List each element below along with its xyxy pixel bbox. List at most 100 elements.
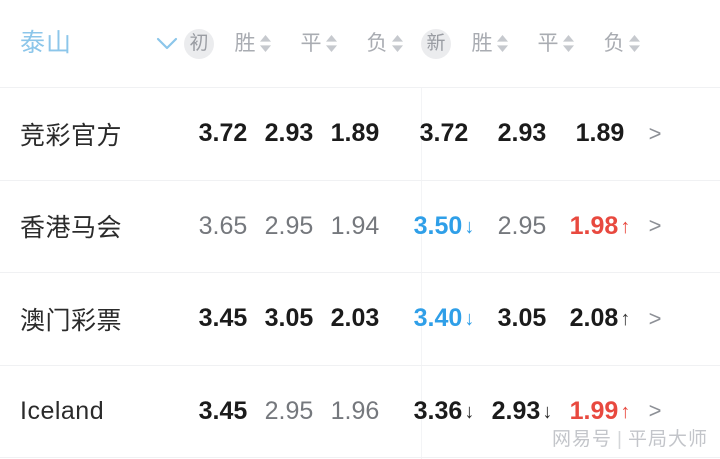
header-early-win[interactable]: 胜	[220, 33, 286, 54]
group-divider	[421, 88, 422, 459]
header-live-draw[interactable]: 平	[523, 33, 589, 54]
live-odd-lose[interactable]: 1.89	[561, 121, 639, 146]
table-row[interactable]: 香港马会 3.65 2.95 1.94 3.50 ↓ 2.95	[0, 181, 720, 273]
early-odd-win[interactable]: 3.45	[190, 306, 256, 331]
header-early-draw-label: 平	[300, 32, 322, 55]
chevron-down-icon[interactable]	[150, 37, 184, 51]
early-odd-draw[interactable]: 2.93	[256, 121, 322, 146]
live-odds-header-group: 新 胜 平	[421, 0, 720, 87]
table-row[interactable]: 澳门彩票 3.45 3.05 2.03 3.40 ↓ 3.05	[0, 273, 720, 366]
header-early-win-label: 胜	[234, 32, 256, 55]
odd-value: 2.03	[330, 304, 380, 333]
trend-icon: ↓	[464, 400, 475, 423]
odd-value: 3.36	[413, 396, 463, 425]
odd-value: 3.65	[198, 211, 248, 240]
early-odd-lose[interactable]: 1.94	[322, 211, 388, 240]
header-live-draw-label: 平	[537, 32, 559, 55]
odd-value: 2.08	[569, 304, 619, 333]
table-row[interactable]: 竞彩官方 3.72 2.93 1.89 3.72 2.93	[0, 88, 720, 181]
chevron-right-icon[interactable]: >	[648, 213, 662, 239]
odd-value: 1.98	[569, 211, 619, 240]
odd-value: 2.93	[497, 119, 547, 148]
team-filter[interactable]: 泰山	[0, 31, 150, 56]
live-odd-draw[interactable]: 3.05	[483, 306, 561, 331]
odd-value: 1.89	[575, 119, 625, 148]
header-live-win-label: 胜	[471, 32, 493, 55]
odd-value: 3.50	[413, 211, 463, 240]
trend-icon: ↑	[620, 308, 631, 331]
team-name-label: 泰山	[20, 29, 73, 57]
trend-icon: ↓	[464, 215, 475, 238]
header-live-lose-label: 负	[603, 32, 625, 55]
sort-icon[interactable]	[496, 34, 509, 53]
early-odd-win[interactable]: 3.45	[190, 396, 256, 425]
live-odd-win[interactable]: 3.40 ↓	[405, 306, 483, 331]
sort-icon[interactable]	[391, 34, 404, 53]
early-odds-group: 3.72 2.93 1.89	[190, 88, 387, 180]
early-odd-lose[interactable]: 2.03	[322, 306, 388, 331]
odd-value: 3.05	[264, 304, 314, 333]
odd-value: 1.89	[330, 119, 380, 148]
early-odd-win[interactable]: 3.72	[190, 121, 256, 146]
header-early-lose-label: 负	[366, 32, 388, 55]
live-odd-draw[interactable]: 2.93 ↓	[483, 396, 561, 425]
sort-icon[interactable]	[259, 34, 272, 53]
live-odds-group: 3.50 ↓ 2.95 1.98 ↑ >	[387, 181, 720, 273]
odd-value: 3.40	[413, 304, 463, 333]
live-odd-lose[interactable]: 1.99 ↑	[561, 396, 639, 425]
watermark-source: 网易号	[552, 429, 613, 450]
live-odds-group: 3.36 ↓ 2.93 ↓ 1.99 ↑ >	[387, 366, 720, 458]
sort-icon[interactable]	[562, 34, 575, 53]
early-odd-draw[interactable]: 2.95	[256, 211, 322, 240]
sort-icon[interactable]	[628, 34, 641, 53]
odd-value: 3.05	[497, 304, 547, 333]
watermark-separator: |	[617, 429, 623, 450]
odd-value: 2.93	[491, 396, 541, 425]
odd-value: 3.45	[198, 396, 248, 425]
bookmaker-name: 澳门彩票	[20, 306, 123, 335]
bookmaker-name: 竞彩官方	[20, 121, 123, 150]
watermark: 网易号 | 平局大师	[552, 424, 708, 451]
chevron-right-icon[interactable]: >	[648, 398, 662, 424]
odd-value: 3.72	[419, 119, 469, 148]
sort-icon[interactable]	[325, 34, 338, 53]
bookmaker-name: Iceland	[20, 396, 105, 425]
live-odd-lose[interactable]: 2.08 ↑	[561, 306, 639, 331]
odd-value: 2.95	[264, 211, 314, 240]
live-odd-win[interactable]: 3.50 ↓	[405, 211, 483, 240]
early-odd-win[interactable]: 3.65	[190, 211, 256, 240]
header-early-draw[interactable]: 平	[286, 33, 352, 54]
header-live-lose[interactable]: 负	[589, 33, 655, 54]
trend-icon: ↓	[542, 400, 553, 423]
live-odd-win[interactable]: 3.36 ↓	[405, 396, 483, 425]
live-odd-win[interactable]: 3.72	[405, 121, 483, 146]
early-odds-group: 3.65 2.95 1.94	[190, 181, 387, 273]
chevron-right-icon[interactable]: >	[648, 305, 662, 331]
odd-value: 1.99	[569, 396, 619, 425]
early-odd-lose[interactable]: 1.96	[322, 396, 388, 425]
live-odd-draw[interactable]: 2.95	[483, 211, 561, 240]
early-odd-draw[interactable]: 2.95	[256, 398, 322, 424]
bookmaker-name: 香港马会	[20, 214, 123, 243]
early-odds-group: 3.45 2.95 1.96	[190, 366, 387, 458]
early-odd-lose[interactable]: 1.89	[322, 121, 388, 146]
odd-value: 1.94	[330, 211, 380, 240]
table-row[interactable]: Iceland 3.45 2.95 1.96 3.36 ↓ 2.93 ↓	[0, 366, 720, 458]
odd-value: 2.95	[497, 211, 547, 240]
live-phase-badge: 新	[421, 28, 451, 59]
odd-value: 1.96	[330, 396, 380, 425]
early-odds-group: 3.45 3.05 2.03	[190, 273, 387, 365]
chevron-right-icon[interactable]: >	[648, 120, 662, 146]
header-live-win[interactable]: 胜	[457, 33, 523, 54]
early-phase-badge: 初	[184, 28, 214, 59]
odds-table-header: 泰山 初 胜 平	[0, 0, 720, 88]
live-odds-group: 3.72 2.93 1.89 >	[387, 88, 720, 180]
live-odd-lose[interactable]: 1.98 ↑	[561, 211, 639, 240]
odd-value: 3.72	[198, 119, 248, 148]
early-odd-draw[interactable]: 3.05	[256, 306, 322, 331]
odd-value: 3.45	[198, 304, 248, 333]
live-odd-draw[interactable]: 2.93	[483, 121, 561, 146]
header-early-lose[interactable]: 负	[352, 33, 418, 54]
live-odds-group: 3.40 ↓ 3.05 2.08 ↑ >	[387, 273, 720, 365]
